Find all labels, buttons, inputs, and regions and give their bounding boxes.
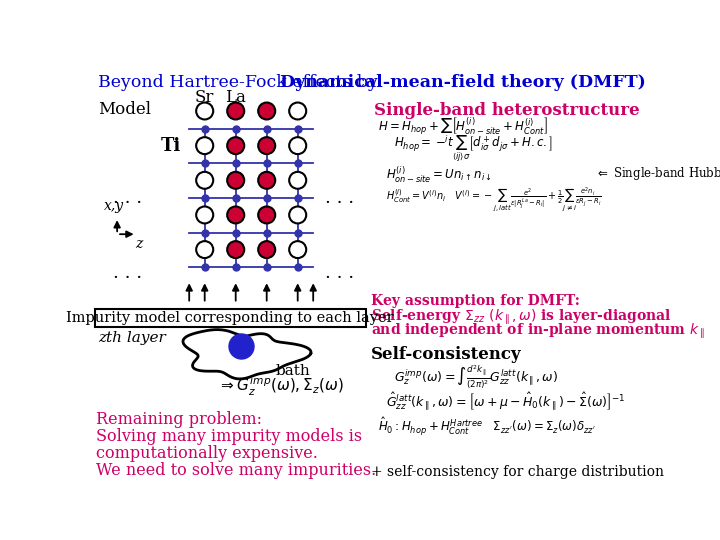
Circle shape [258,172,275,189]
Text: $H = H_{hop} + \sum_i \left[ H_{on-site}^{(i)} + H_{Cont}^{(i)} \right]$: $H = H_{hop} + \sum_i \left[ H_{on-site}… [378,115,548,145]
Text: Impurity model corresponding to each layer: Impurity model corresponding to each lay… [66,311,394,325]
Circle shape [196,172,213,189]
Text: + self-consistency for charge distribution: + self-consistency for charge distributi… [371,465,664,479]
Circle shape [228,172,244,189]
Text: Model: Model [98,101,150,118]
Text: $\Leftarrow$ Single-band Hubbard: $\Leftarrow$ Single-band Hubbard [595,165,720,182]
Text: Single-band heterostructure: Single-band heterostructure [374,102,640,119]
Text: Self-energy $\Sigma_{zz}$ $(k_\parallel, \omega)$ is layer-diagonal: Self-energy $\Sigma_{zz}$ $(k_\parallel,… [371,308,671,327]
Text: x,y: x,y [104,199,124,213]
Circle shape [228,103,244,119]
Text: Solving many impurity models is: Solving many impurity models is [96,428,362,446]
Circle shape [289,137,306,154]
Text: $H_{hop} = -t \sum_{\langle ij \rangle \sigma} \left[ d_{i\sigma}^+ d_{j\sigma} : $H_{hop} = -t \sum_{\langle ij \rangle \… [394,134,553,164]
Text: $\Rightarrow G_z^{imp}(\omega), \Sigma_z(\omega)$: $\Rightarrow G_z^{imp}(\omega), \Sigma_z… [218,375,343,399]
Circle shape [228,137,244,154]
Text: . . .: . . . [113,264,143,282]
Text: . . .: . . . [325,189,354,207]
FancyBboxPatch shape [94,309,366,327]
Text: Beyond Hartree-Fock effects by: Beyond Hartree-Fock effects by [98,74,383,91]
Text: computationally expensive.: computationally expensive. [96,445,318,462]
Text: Ti: Ti [161,137,181,154]
Circle shape [258,103,275,119]
Circle shape [289,103,306,119]
Text: Key assumption for DMFT:: Key assumption for DMFT: [371,294,580,308]
Text: $H_{on-site}^{(i)} = U n_{i\uparrow} n_{i\downarrow}$: $H_{on-site}^{(i)} = U n_{i\uparrow} n_{… [386,165,492,185]
Text: La: La [225,89,246,106]
Circle shape [289,241,306,258]
Circle shape [258,137,275,154]
Circle shape [289,172,306,189]
Circle shape [196,137,213,154]
Circle shape [228,206,244,224]
Text: bath: bath [276,364,311,378]
Text: Dynamical-mean-field theory (DMFT): Dynamical-mean-field theory (DMFT) [280,74,646,91]
Text: Self-consistency: Self-consistency [371,346,521,363]
Circle shape [289,206,306,224]
Text: . . .: . . . [325,264,354,282]
Polygon shape [183,329,311,379]
Circle shape [258,206,275,224]
Text: z: z [135,237,143,251]
Text: We need to solve many impurities.: We need to solve many impurities. [96,462,377,479]
Circle shape [258,241,275,258]
Circle shape [196,241,213,258]
Text: $H_{Cont}^{(i)} = V^{(i)} n_i \quad V^{(i)} = -\sum_{j,latt} \frac{e^2}{\varepsi: $H_{Cont}^{(i)} = V^{(i)} n_i \quad V^{(… [386,186,602,214]
Text: . . .: . . . [113,189,143,207]
Circle shape [196,103,213,119]
Circle shape [228,241,244,258]
Text: $G_z^{imp}(\omega) = \int \frac{d^2 k_\parallel}{(2\pi)^2} G_{zz}^{latt}(k_\para: $G_z^{imp}(\omega) = \int \frac{d^2 k_\p… [394,363,558,390]
Circle shape [196,206,213,224]
Text: Remaining problem:: Remaining problem: [96,411,262,428]
Text: zth layer: zth layer [98,331,166,345]
Text: and independent of in-plane momentum $k_\parallel$: and independent of in-plane momentum $k_… [371,322,704,341]
Text: $\hat{G}_{zz}^{latt}(k_\parallel, \omega) = \left[ \omega + \mu - \hat{H}_0(k_\p: $\hat{G}_{zz}^{latt}(k_\parallel, \omega… [386,390,626,413]
Text: Sr: Sr [195,89,215,106]
Text: $\hat{H}_0 : H_{hop} + H_{Cont}^{Hartree} \quad \Sigma_{zz'}(\omega) = \Sigma_z(: $\hat{H}_0 : H_{hop} + H_{Cont}^{Hartree… [378,415,596,437]
